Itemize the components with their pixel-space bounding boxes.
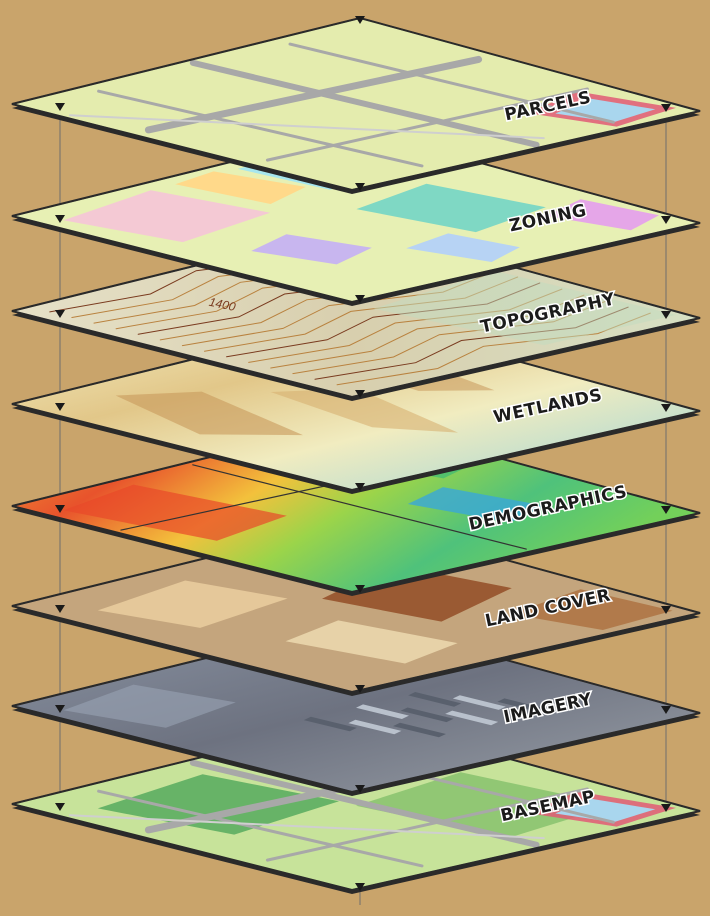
corner-arrow-icon (355, 585, 365, 593)
corner-arrow-icon (661, 804, 671, 812)
corner-arrow-icon (355, 883, 365, 891)
corner-arrow-icon (355, 390, 365, 398)
corner-arrow-icon (661, 104, 671, 112)
corner-arrow-icon (355, 785, 365, 793)
corner-arrow-icon (355, 685, 365, 693)
corner-arrow-icon (661, 506, 671, 514)
corner-arrow-icon (55, 103, 65, 111)
contour-label: 1400 (208, 295, 237, 314)
corner-arrow-icon (55, 705, 65, 713)
corner-arrow-icon (355, 295, 365, 303)
corner-arrow-icon (355, 183, 365, 191)
corner-arrow-icon (55, 310, 65, 318)
corner-arrow-icon (55, 215, 65, 223)
layer-zoning: ZONING (11, 128, 701, 306)
layer-wetlands: WETLANDS (11, 316, 701, 494)
layer-basemap: BASEMAP (11, 716, 701, 894)
corner-arrow-icon (661, 404, 671, 412)
corner-arrow-icon (55, 403, 65, 411)
corner-arrow-icon (355, 483, 365, 491)
layer-topography: 1400 TOPOGRAPHY (11, 223, 701, 401)
layer-imagery: IMAGERY (11, 618, 701, 796)
corner-arrow-icon (661, 311, 671, 319)
layer-parcels: PARCELS (11, 16, 701, 194)
corner-arrow-icon (661, 706, 671, 714)
corner-arrow-icon (55, 505, 65, 513)
corner-arrow-icon (661, 606, 671, 614)
layer-land-cover: LAND COVER (11, 518, 701, 696)
corner-arrow-icon (55, 605, 65, 613)
corner-arrow-icon (55, 803, 65, 811)
corner-arrow-icon (661, 216, 671, 224)
corner-arrow-icon (355, 16, 365, 24)
